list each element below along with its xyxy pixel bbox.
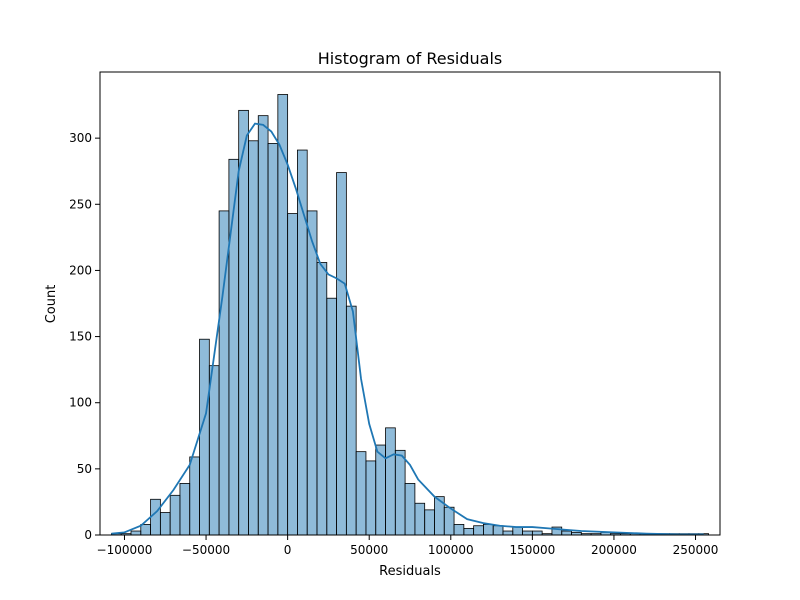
y-axis-ticks: 0 50 100 150 200 250 300 <box>69 131 100 542</box>
histogram-bar <box>355 451 367 536</box>
histogram-bar <box>140 524 151 536</box>
histogram-bar <box>130 530 142 536</box>
histogram-bar <box>248 140 259 536</box>
histogram-bar <box>150 498 161 536</box>
x-tick-label: 150000 <box>509 543 555 557</box>
y-tick-label: 200 <box>69 263 92 277</box>
histogram-bar <box>512 526 523 536</box>
histogram-bar <box>316 262 328 536</box>
histogram-bar <box>473 525 484 536</box>
histogram-bar <box>463 527 475 536</box>
x-tick-label: 250000 <box>673 543 719 557</box>
histogram-bar <box>385 427 396 536</box>
histogram-bar <box>159 512 171 536</box>
histogram-bar <box>345 305 357 536</box>
histogram-bar <box>238 109 249 536</box>
x-tick-label: −100000 <box>97 543 153 557</box>
histogram-bar <box>414 502 426 536</box>
y-tick-label: 0 <box>84 528 92 542</box>
histogram-bar <box>199 338 210 536</box>
x-tick-label: 200000 <box>591 543 637 557</box>
plot-frame <box>99 71 721 536</box>
x-tick-label: 50000 <box>350 543 388 557</box>
histogram-bar <box>483 524 494 536</box>
y-tick-label: 100 <box>69 396 92 410</box>
histogram-bar <box>326 297 337 536</box>
y-tick-label: 250 <box>69 197 92 211</box>
histogram-bar <box>267 143 279 536</box>
x-axis-label: Residuals <box>379 564 441 579</box>
histogram-bar <box>561 530 572 536</box>
y-axis-label: Count <box>44 285 59 324</box>
y-tick-label: 150 <box>69 330 92 344</box>
histogram-bar <box>208 365 220 536</box>
histogram-bar <box>492 525 504 536</box>
histogram-bar <box>179 483 191 536</box>
histogram-bar <box>189 456 200 536</box>
x-tick-label: −50000 <box>182 543 230 557</box>
histogram-bar <box>522 530 533 536</box>
histogram-bar <box>502 530 514 536</box>
histogram-bar <box>404 483 416 536</box>
x-tick-label: 100000 <box>428 543 474 557</box>
histogram-bar <box>336 172 347 536</box>
histogram-bar <box>443 506 455 536</box>
histogram-bar <box>306 210 318 536</box>
histogram-bar <box>287 213 298 536</box>
x-tick-label: 0 <box>284 543 292 557</box>
histogram-bar <box>453 524 465 536</box>
histogram-bar <box>169 494 181 536</box>
x-axis-ticks: −100000 −50000 0 50000 100000 150000 200000 250… <box>97 535 719 557</box>
histogram-bar <box>257 115 269 536</box>
histogram-bar <box>394 449 406 536</box>
histogram-bar <box>531 530 543 536</box>
kde-curve <box>111 122 704 536</box>
y-tick-label: 300 <box>69 131 92 145</box>
y-tick-label: 50 <box>77 462 92 476</box>
histogram-bar <box>375 444 386 536</box>
chart-title: Histogram of Residuals <box>318 49 503 68</box>
histogram-bar <box>424 509 435 536</box>
histogram-bar <box>365 460 377 536</box>
